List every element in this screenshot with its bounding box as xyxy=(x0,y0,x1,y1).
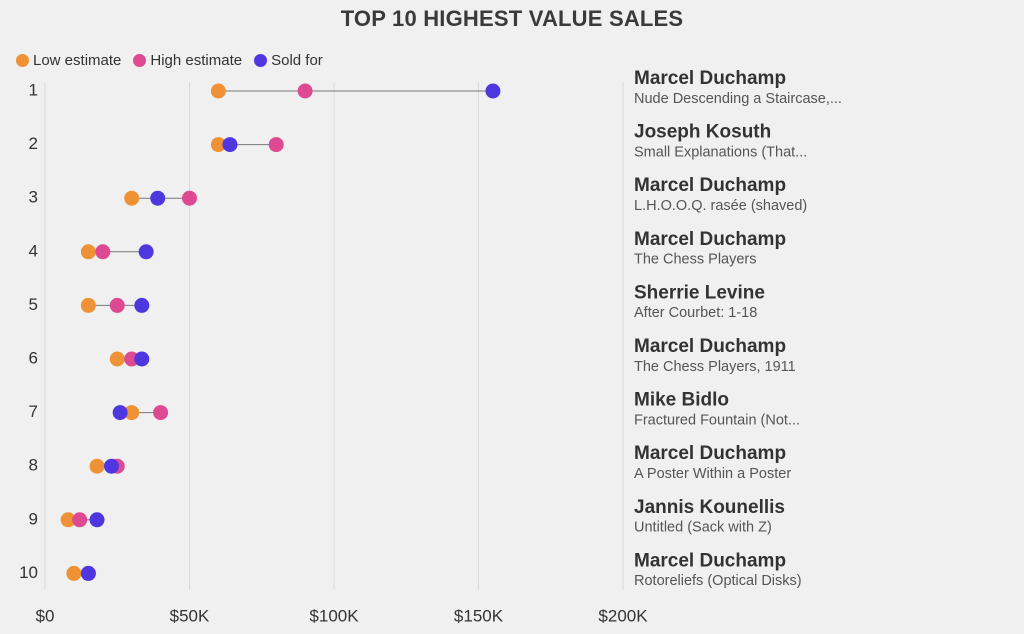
dot-high xyxy=(297,83,313,99)
dot-high xyxy=(109,297,125,313)
dot-sold xyxy=(80,565,96,581)
work-label: The Chess Players, 1911 xyxy=(634,359,796,375)
dot-high xyxy=(153,405,169,421)
dot-sold xyxy=(134,351,150,367)
dot-sold xyxy=(89,512,105,528)
legend: Low estimate High estimate Sold for xyxy=(16,52,335,69)
dot-sold xyxy=(134,297,150,313)
dot-low xyxy=(80,297,96,313)
chart-title: TOP 10 HIGHEST VALUE SALES xyxy=(340,6,684,31)
legend-label-low: Low estimate xyxy=(33,52,122,69)
rank-label: 7 xyxy=(29,402,38,421)
rank-label: 5 xyxy=(29,295,38,314)
legend-label-high: High estimate xyxy=(150,52,243,69)
dot-sold xyxy=(112,405,128,421)
artist-label: Marcel Duchamp xyxy=(634,443,786,464)
dot-low xyxy=(80,244,96,260)
rank-label: 10 xyxy=(19,563,38,582)
dot-low xyxy=(124,190,140,206)
dot-low xyxy=(66,565,82,581)
work-label: Nude Descending a Staircase,... xyxy=(634,91,842,107)
rank-label: 1 xyxy=(29,80,38,99)
dot-sold xyxy=(485,83,501,99)
artist-label: Marcel Duchamp xyxy=(634,175,786,196)
artist-label: Marcel Duchamp xyxy=(634,550,786,571)
legend-swatch-high xyxy=(133,54,147,67)
dot-low xyxy=(89,458,105,474)
legend-item-low[interactable]: Low estimate xyxy=(16,52,121,69)
artist-label: Joseph Kosuth xyxy=(634,122,771,143)
legend-item-sold[interactable]: Sold for xyxy=(254,52,323,69)
work-label: Small Explanations (That... xyxy=(634,144,807,160)
x-tick-label: $50K xyxy=(170,606,210,625)
artist-label: Marcel Duchamp xyxy=(634,336,786,357)
dot-high xyxy=(182,190,197,206)
dot-sold xyxy=(103,458,119,474)
work-label: Fractured Fountain (Not... xyxy=(634,412,800,428)
rank-label: 9 xyxy=(29,509,38,528)
dot-high xyxy=(268,137,284,153)
dot-low xyxy=(210,83,226,99)
x-tick-label: $0 xyxy=(36,606,55,625)
rank-label: 8 xyxy=(29,456,38,475)
work-label: A Poster Within a Poster xyxy=(634,466,791,482)
artist-label: Jannis Kounellis xyxy=(634,497,785,518)
rank-label: 2 xyxy=(29,134,38,153)
x-tick-label: $200K xyxy=(598,606,648,625)
dot-sold xyxy=(138,244,154,260)
work-label: Rotoreliefs (Optical Disks) xyxy=(634,573,802,589)
legend-label-sold: Sold for xyxy=(271,52,323,69)
legend-swatch-sold xyxy=(254,54,268,67)
dot-low xyxy=(109,351,125,367)
dot-sold xyxy=(222,137,238,153)
dot-high xyxy=(95,244,111,260)
rank-label: 6 xyxy=(29,348,38,367)
dot-high xyxy=(72,512,88,528)
work-label: The Chess Players xyxy=(634,252,757,268)
dot-sold xyxy=(150,190,166,206)
dot-low xyxy=(60,512,76,528)
rank-label: 3 xyxy=(29,188,38,207)
dot-low xyxy=(124,405,140,421)
artist-label: Sherrie Levine xyxy=(634,282,765,303)
legend-item-high[interactable]: High estimate xyxy=(133,52,242,69)
dot-low xyxy=(210,137,226,153)
legend-swatch-low xyxy=(16,54,29,67)
work-label: After Courbet: 1-18 xyxy=(634,305,757,321)
work-label: Untitled (Sack with Z) xyxy=(634,520,772,536)
artist-label: Marcel Duchamp xyxy=(634,68,786,89)
artist-label: Marcel Duchamp xyxy=(634,229,786,250)
x-tick-label: $100K xyxy=(309,606,359,625)
rank-label: 4 xyxy=(29,241,38,260)
artist-label: Mike Bidlo xyxy=(634,390,729,411)
work-label: L.H.O.O.Q. rasée (shaved) xyxy=(634,198,807,214)
x-tick-label: $150K xyxy=(454,606,504,625)
